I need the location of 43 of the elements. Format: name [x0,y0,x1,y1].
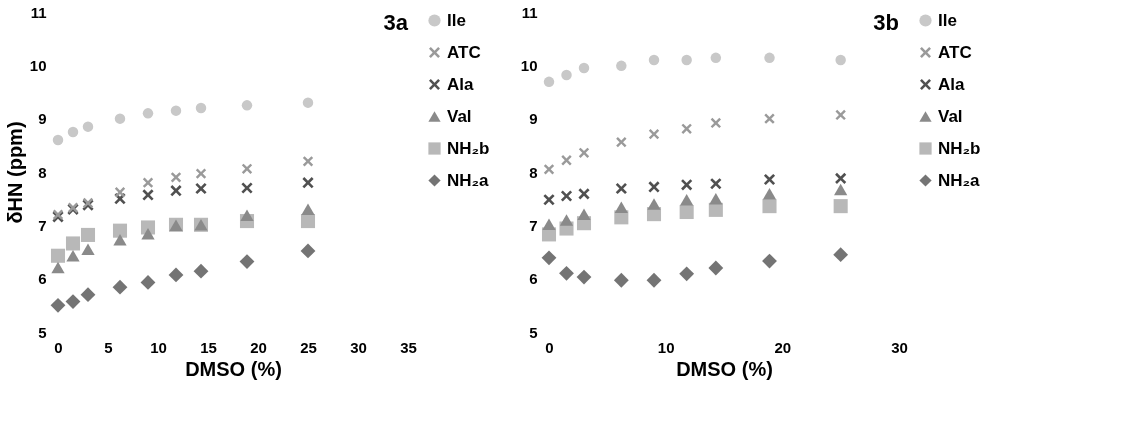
y-tick-label: 6 [529,270,538,288]
y-tick-label: 6 [38,270,47,288]
legend-label: Ile [938,10,957,30]
chart-title: 3a [383,10,409,35]
legend-label: NH₂b [447,138,490,158]
x-tick-label: 35 [400,338,417,356]
x-tick-label: 20 [250,338,267,356]
y-tick-label: 10 [520,56,538,74]
legend-label: Ile [447,10,466,30]
chart-title: 3b [873,10,899,35]
x-tick-label: 10 [150,338,167,356]
x-tick-label: 30 [891,338,908,356]
legend-label: Ala [447,74,474,94]
y-axis-title: δHN (ppm) [3,121,26,224]
legend-label: Ala [938,74,965,94]
legend-label: NH₂b [938,138,981,158]
legend-label: ATC [938,42,972,62]
x-tick-label: 25 [300,338,317,356]
x-tick-label: 20 [774,338,792,356]
legend-label: NH₂a [447,170,490,190]
y-tick-label: 10 [29,56,47,74]
legend-label: NH₂a [938,170,981,190]
x-tick-label: 10 [657,338,675,356]
x-tick-label: 0 [54,338,63,356]
x-tick-label: 30 [350,338,367,356]
x-tick-label: 5 [104,338,113,356]
y-tick-label: 7 [529,216,538,234]
x-axis-title: DMSO (%) [676,357,773,380]
y-tick-label: 11 [30,3,47,21]
legend-label: Val [447,106,472,126]
y-tick-label: 8 [529,163,538,181]
y-tick-label: 8 [38,163,47,181]
y-tick-label: 11 [521,3,538,21]
y-tick-label: 5 [529,323,538,341]
x-tick-label: 0 [545,338,554,356]
x-tick-label: 15 [200,338,217,356]
y-tick-label: 9 [529,110,538,128]
x-axis-title: DMSO (%) [185,357,282,380]
y-tick-label: 9 [38,110,47,128]
legend-label: ATC [447,42,481,62]
y-tick-label: 5 [38,323,47,341]
legend-label: Val [938,106,963,126]
y-tick-label: 7 [38,216,47,234]
